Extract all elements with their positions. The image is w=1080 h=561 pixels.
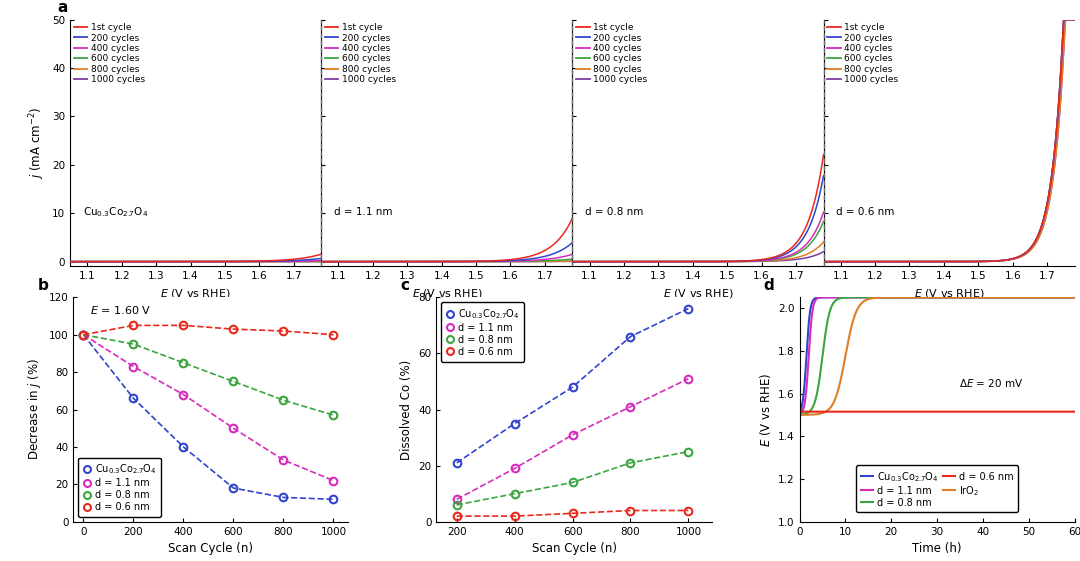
Y-axis label: $E$ (V vs RHE): $E$ (V vs RHE)	[757, 373, 772, 447]
Legend: 1st cycle, 200 cycles, 400 cycles, 600 cycles, 800 cycles, 1000 cycles: 1st cycle, 200 cycles, 400 cycles, 600 c…	[324, 22, 397, 85]
Text: d: d	[764, 278, 774, 293]
Legend: 1st cycle, 200 cycles, 400 cycles, 600 cycles, 800 cycles, 1000 cycles: 1st cycle, 200 cycles, 400 cycles, 600 c…	[826, 22, 900, 85]
X-axis label: $E$ (V vs RHE): $E$ (V vs RHE)	[914, 287, 984, 300]
Y-axis label: $j$ (mA cm$^{-2}$): $j$ (mA cm$^{-2}$)	[27, 107, 46, 179]
Text: a: a	[57, 0, 68, 15]
X-axis label: $E$ (V vs RHE): $E$ (V vs RHE)	[161, 287, 231, 300]
X-axis label: Time (h): Time (h)	[913, 542, 962, 555]
Text: d = 1.1 nm: d = 1.1 nm	[334, 207, 392, 217]
Text: $E$ = 1.60 V: $E$ = 1.60 V	[90, 304, 151, 316]
Text: Cu$_{0.3}$Co$_{2.7}$O$_4$: Cu$_{0.3}$Co$_{2.7}$O$_4$	[83, 205, 148, 219]
Text: b: b	[38, 278, 49, 293]
Text: $\Delta E$ = 20 mV: $\Delta E$ = 20 mV	[959, 377, 1024, 389]
X-axis label: $E$ (V vs RHE): $E$ (V vs RHE)	[411, 287, 482, 300]
Y-axis label: Decrease in $j$ (%): Decrease in $j$ (%)	[26, 358, 43, 461]
Legend: 1st cycle, 200 cycles, 400 cycles, 600 cycles, 800 cycles, 1000 cycles: 1st cycle, 200 cycles, 400 cycles, 600 c…	[73, 22, 146, 85]
Y-axis label: Dissolved Co (%): Dissolved Co (%)	[400, 360, 413, 459]
Legend: Cu$_{0.3}$Co$_{2.7}$O$_4$, d = 1.1 nm, d = 0.8 nm, d = 0.6 nm: Cu$_{0.3}$Co$_{2.7}$O$_4$, d = 1.1 nm, d…	[442, 302, 524, 361]
Text: d = 0.8 nm: d = 0.8 nm	[585, 207, 644, 217]
Legend: Cu$_{0.3}$Co$_{2.7}$O$_4$, d = 1.1 nm, d = 0.8 nm, d = 0.6 nm: Cu$_{0.3}$Co$_{2.7}$O$_4$, d = 1.1 nm, d…	[79, 458, 161, 517]
Legend: 1st cycle, 200 cycles, 400 cycles, 600 cycles, 800 cycles, 1000 cycles: 1st cycle, 200 cycles, 400 cycles, 600 c…	[576, 22, 648, 85]
X-axis label: $E$ (V vs RHE): $E$ (V vs RHE)	[663, 287, 733, 300]
Text: c: c	[401, 278, 409, 293]
Text: d = 0.6 nm: d = 0.6 nm	[836, 207, 894, 217]
X-axis label: Scan Cycle (n): Scan Cycle (n)	[168, 542, 254, 555]
Legend: Cu$_{0.3}$Co$_{2.7}$O$_4$, d = 1.1 nm, d = 0.8 nm, d = 0.6 nm, IrO$_2$: Cu$_{0.3}$Co$_{2.7}$O$_4$, d = 1.1 nm, d…	[856, 465, 1018, 512]
X-axis label: Scan Cycle (n): Scan Cycle (n)	[531, 542, 617, 555]
